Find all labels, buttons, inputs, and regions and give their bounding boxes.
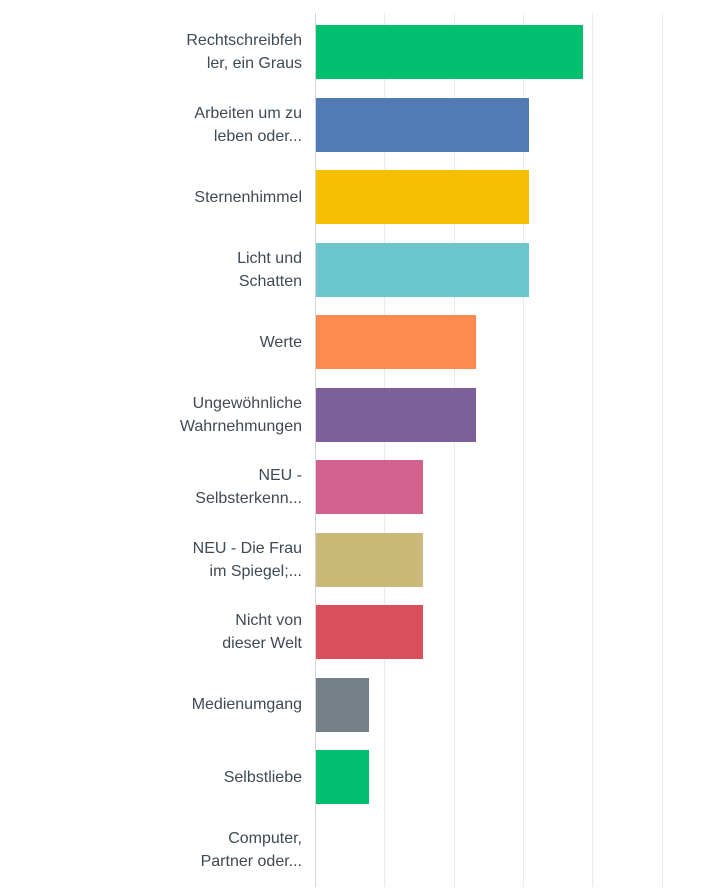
category-label-line: Werte: [259, 333, 302, 351]
bar-area: [315, 387, 722, 442]
bar-area: [315, 460, 722, 515]
chart-row: Sternenhimmel: [0, 161, 722, 234]
category-label-line: Partner oder...: [200, 852, 302, 870]
y-axis-line: [315, 13, 316, 887]
bar-area: [315, 532, 722, 587]
category-label-line: leben oder...: [213, 127, 302, 145]
bar: [316, 532, 423, 587]
bar-area: [315, 25, 722, 80]
bar: [316, 170, 530, 225]
category-label-line: Rechtschreibfeh: [186, 32, 302, 50]
bar-area: [315, 823, 722, 877]
chart-row: Ungewöhnliche Wahrnehmungen: [0, 379, 722, 452]
bar: [316, 605, 423, 660]
bar: [316, 97, 530, 152]
gridline-60: [522, 13, 524, 887]
category-label-line: Selbstliebe: [223, 768, 302, 786]
chart-row: NEU - Selbsterkenn...: [0, 451, 722, 524]
gridline-40: [453, 13, 455, 887]
category-label: Medienumgang: [0, 693, 315, 716]
category-label-line: Wahrnehmungen: [179, 417, 302, 435]
category-label-line: Nicht von: [235, 612, 302, 630]
category-label-line: Computer,: [228, 829, 302, 847]
bar-area: [315, 750, 722, 805]
category-label: Nicht von dieser Welt: [0, 609, 315, 655]
bar-area: [315, 97, 722, 152]
category-label: Sternenhimmel: [0, 186, 315, 209]
category-label: Arbeiten um zu leben oder...: [0, 102, 315, 148]
chart-row: Werte: [0, 306, 722, 379]
category-label-line: Ungewöhnliche: [192, 394, 302, 412]
bar: [316, 315, 476, 370]
chart-row: Licht und Schatten: [0, 234, 722, 307]
chart-row: Arbeiten um zu leben oder...: [0, 89, 722, 162]
category-label: Rechtschreibfeh ler, ein Graus: [0, 29, 315, 75]
bar: [316, 25, 583, 80]
category-label-line: im Spiegel;...: [209, 562, 302, 580]
category-label-line: NEU - Die Frau: [192, 539, 302, 557]
bar: [316, 677, 370, 732]
chart-row: Medienumgang: [0, 669, 722, 742]
category-label-line: ler, ein Graus: [206, 55, 302, 73]
category-label-line: NEU -: [258, 467, 302, 485]
bar-area: [315, 315, 722, 370]
chart-row: Rechtschreibfeh ler, ein Graus: [0, 16, 722, 89]
bar-area: [315, 170, 722, 225]
gridline-20: [384, 13, 386, 887]
chart-row: Nicht von dieser Welt: [0, 596, 722, 669]
bar-area: [315, 605, 722, 660]
plot-area: [315, 13, 721, 887]
bar: [316, 242, 530, 297]
bar-area: [315, 242, 722, 297]
category-label: Licht und Schatten: [0, 247, 315, 293]
category-label-line: Schatten: [238, 272, 302, 290]
category-label-line: Licht und: [237, 249, 302, 267]
category-label-line: Selbsterkenn...: [195, 490, 302, 508]
category-label: NEU - Die Frau im Spiegel;...: [0, 537, 315, 583]
bar: [316, 750, 370, 805]
chart-row: Computer, Partner oder...: [0, 814, 722, 887]
category-label: Ungewöhnliche Wahrnehmungen: [0, 392, 315, 438]
category-label-line: Arbeiten um zu: [194, 104, 302, 122]
category-label: Werte: [0, 331, 315, 354]
category-label: Selbstliebe: [0, 766, 315, 789]
gridline-100: [661, 13, 663, 887]
chart-row: NEU - Die Frau im Spiegel;...: [0, 524, 722, 597]
chart-row: Selbstliebe: [0, 741, 722, 814]
bar: [316, 387, 476, 442]
category-label-line: Sternenhimmel: [194, 188, 302, 206]
bar: [316, 460, 423, 515]
category-label: Computer, Partner oder...: [0, 827, 315, 873]
gridline-80: [592, 13, 594, 887]
chart-rows: Rechtschreibfeh ler, ein Graus Arbeiten u…: [0, 16, 722, 886]
bar-area: [315, 677, 722, 732]
category-label-line: dieser Welt: [222, 635, 302, 653]
category-label: NEU - Selbsterkenn...: [0, 464, 315, 510]
category-label-line: Medienumgang: [191, 696, 302, 714]
